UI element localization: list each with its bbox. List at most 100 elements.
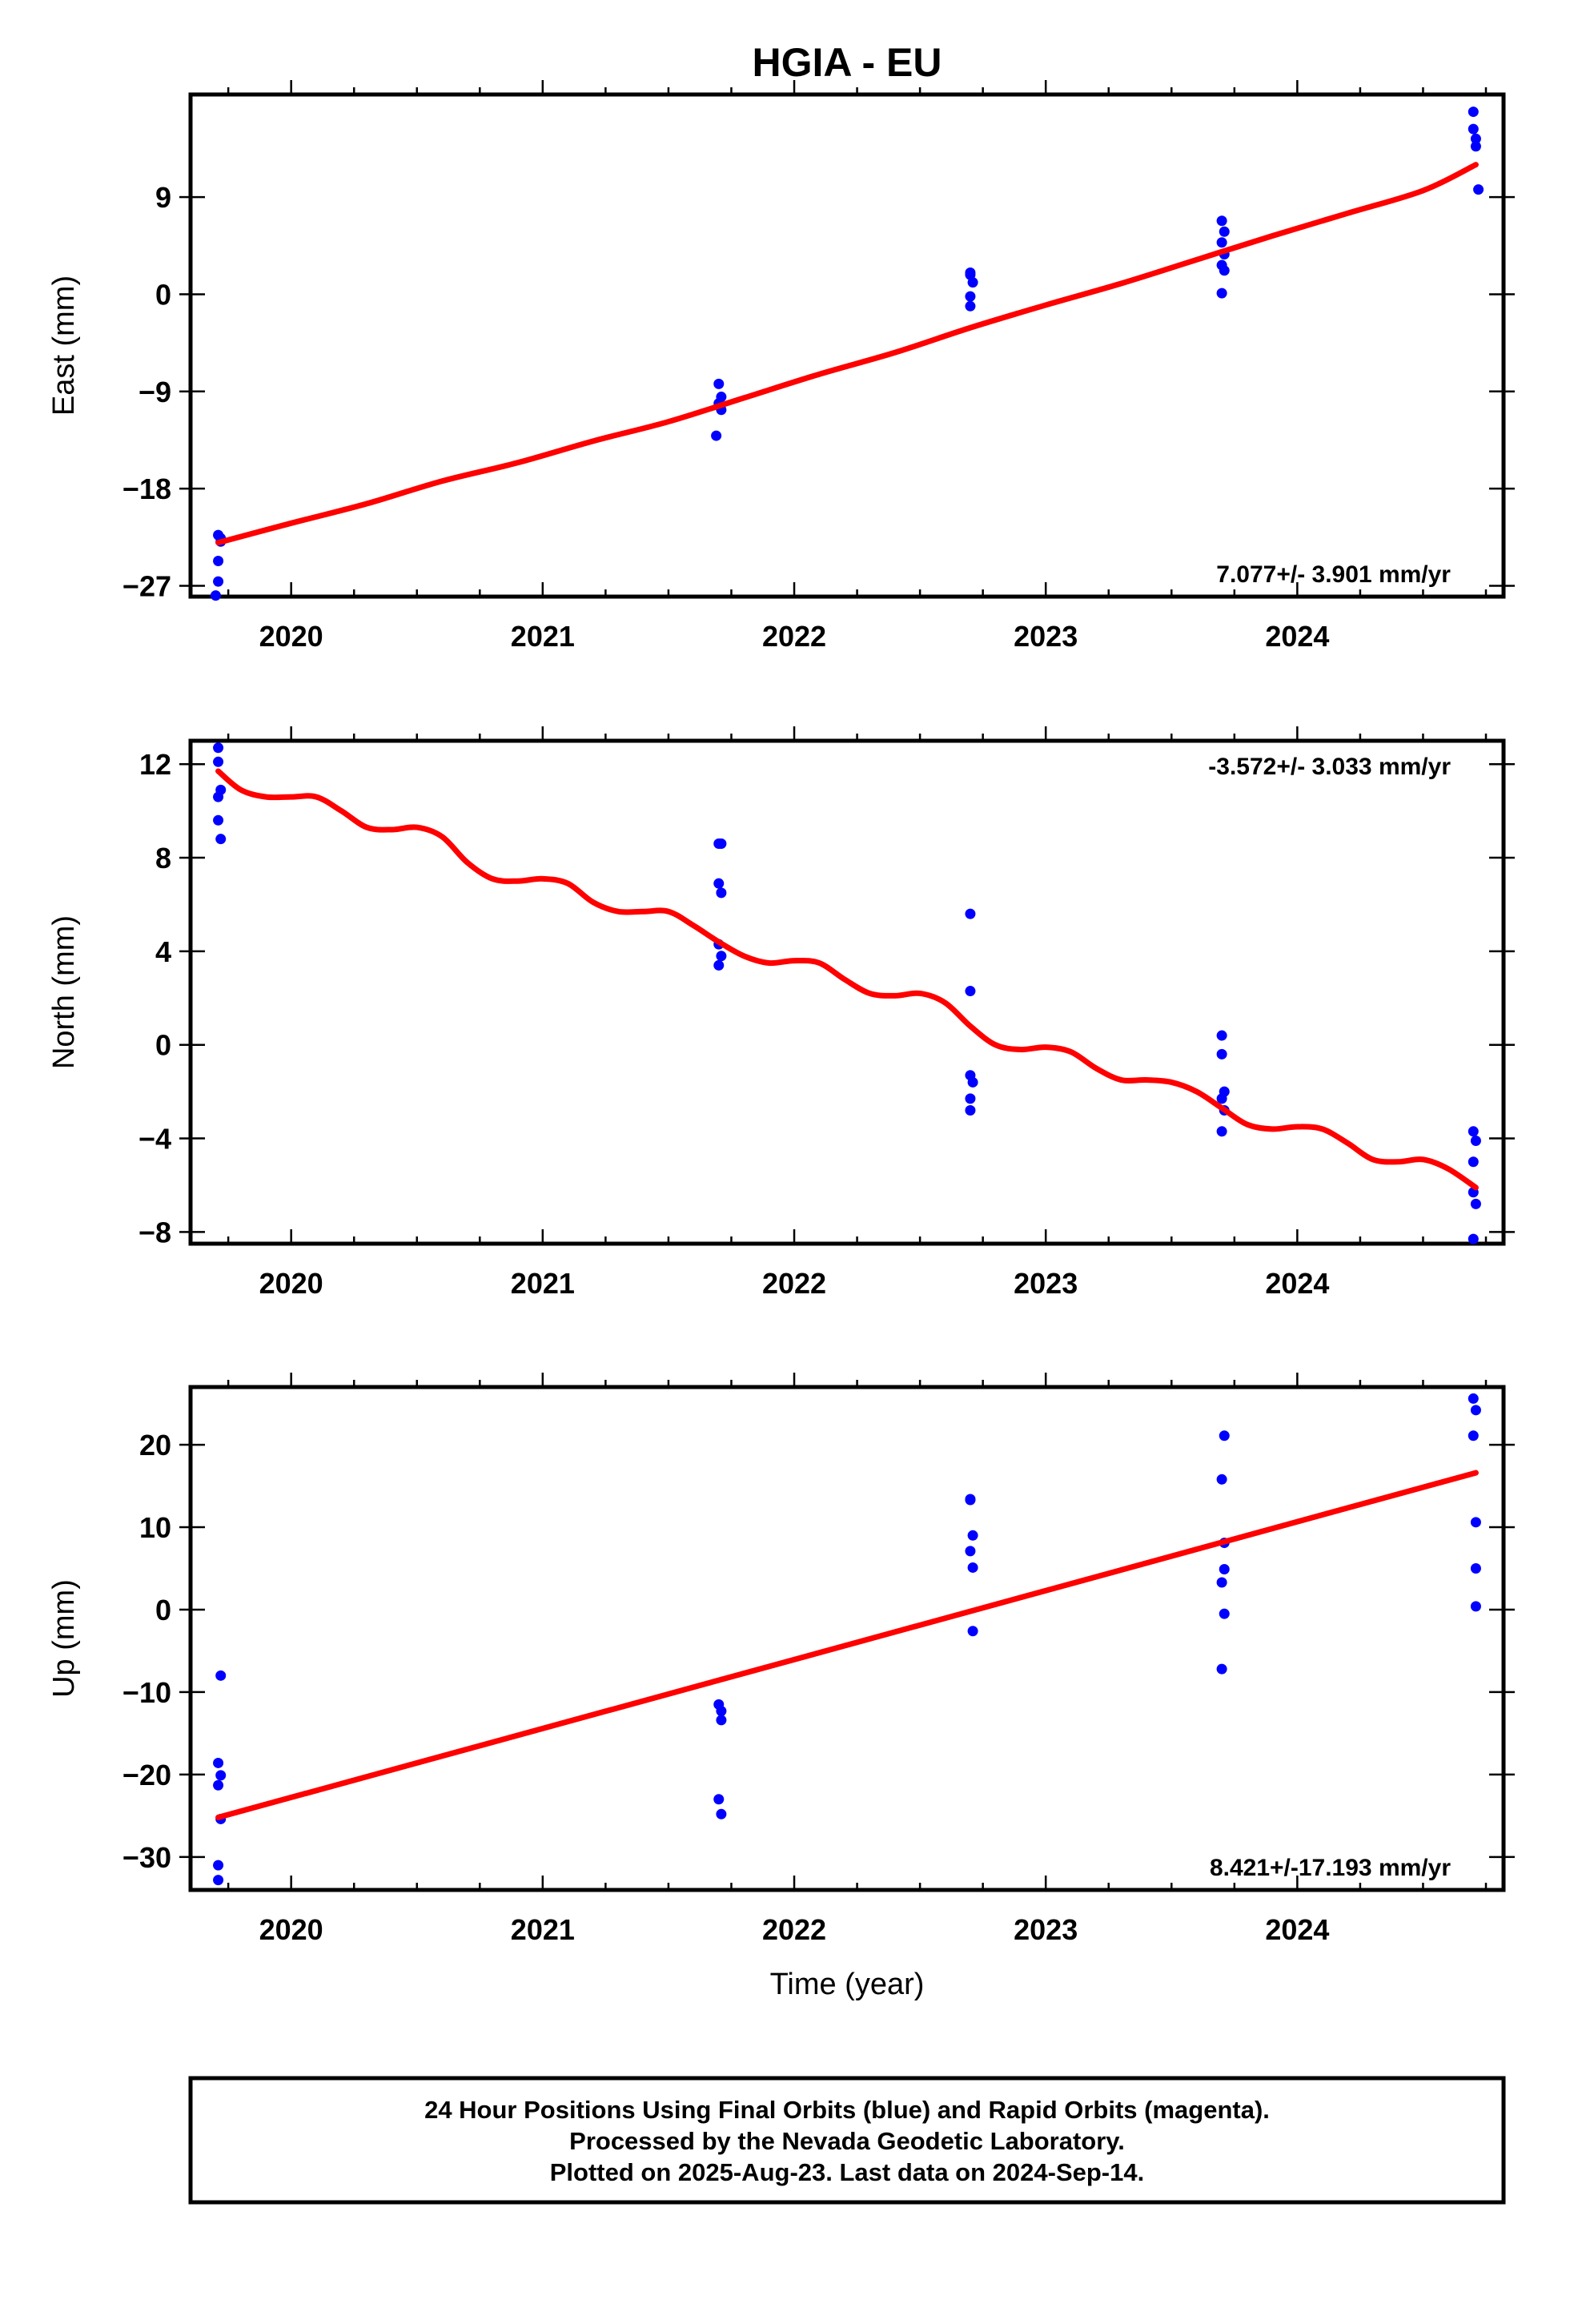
up-data-point bbox=[213, 1860, 224, 1871]
east-x-tick-label: 2024 bbox=[1265, 620, 1329, 653]
up-data-point bbox=[215, 1670, 227, 1681]
east-data-point bbox=[1216, 237, 1227, 248]
up-data-point bbox=[965, 1546, 976, 1557]
north-y-tick-label: −8 bbox=[139, 1216, 171, 1248]
up-frame bbox=[188, 1385, 1506, 1892]
east-data-point bbox=[967, 277, 978, 288]
east-data-point bbox=[1468, 123, 1479, 135]
up-x-tick-label: 2022 bbox=[762, 1913, 826, 1946]
north-data-point bbox=[1216, 1048, 1227, 1059]
up-data-point bbox=[1468, 1430, 1479, 1441]
east-data-point bbox=[1216, 215, 1227, 227]
up-x-tick-label: 2024 bbox=[1265, 1913, 1329, 1946]
north-x-tick-label: 2023 bbox=[1014, 1267, 1078, 1300]
east-y-axis-label: East (mm) bbox=[47, 275, 81, 416]
north-data-point bbox=[213, 791, 224, 802]
up-data-point bbox=[213, 1779, 224, 1791]
north-data-point bbox=[1470, 1135, 1481, 1146]
north-data-point bbox=[965, 1093, 976, 1104]
north-data-point bbox=[213, 814, 224, 826]
footer-box: 24 Hour Positions Using Final Orbits (bl… bbox=[188, 2076, 1506, 2205]
east-data-point bbox=[1219, 265, 1230, 276]
up-x-tick-label: 2021 bbox=[511, 1913, 575, 1946]
east-data-point bbox=[1470, 133, 1481, 144]
east-x-tick-label: 2021 bbox=[511, 620, 575, 653]
north-data-point bbox=[1216, 1126, 1227, 1137]
up-y-axis-label: Up (mm) bbox=[47, 1579, 81, 1698]
east-frame bbox=[188, 92, 1506, 599]
north-panel: 2020 2021 2022 2023 2024 −8 −4 0 4 8 12 North (mm) -… bbox=[47, 726, 1515, 1300]
north-data-point bbox=[716, 951, 727, 962]
north-y-tick-label: 8 bbox=[155, 842, 171, 875]
north-x-tick-label: 2020 bbox=[259, 1267, 323, 1300]
east-data-point bbox=[213, 576, 224, 587]
east-data-point bbox=[210, 590, 221, 601]
east-data-point bbox=[713, 378, 725, 389]
north-data-point bbox=[1468, 1156, 1479, 1168]
up-data-point bbox=[215, 1770, 227, 1781]
north-data-point bbox=[716, 887, 727, 899]
east-x-tick-label: 2020 bbox=[259, 620, 323, 653]
east-fit-line bbox=[215, 162, 1479, 546]
north-rate-label: -3.572+/- 3.033 mm/yr bbox=[1208, 754, 1451, 780]
north-data-point bbox=[213, 742, 224, 754]
north-y-tick-label: 0 bbox=[155, 1029, 171, 1062]
up-data-point bbox=[716, 1808, 727, 1819]
north-data-point bbox=[1468, 1126, 1479, 1137]
up-data-point bbox=[965, 1494, 976, 1505]
north-y-tick-label: −4 bbox=[139, 1123, 171, 1156]
north-data-point bbox=[215, 834, 227, 845]
up-data-point bbox=[1470, 1601, 1481, 1612]
up-data-point bbox=[1219, 1608, 1230, 1619]
up-data-point bbox=[1216, 1577, 1227, 1588]
up-y-tick-label: −30 bbox=[122, 1841, 171, 1874]
up-data-point bbox=[716, 1706, 727, 1717]
up-y-tick-label: 10 bbox=[139, 1511, 171, 1544]
up-data-point bbox=[716, 1715, 727, 1726]
north-data-point bbox=[713, 878, 725, 889]
north-x-tick-label: 2021 bbox=[511, 1267, 575, 1300]
north-y-axis-label: North (mm) bbox=[47, 915, 81, 1069]
footer-line-1: 24 Hour Positions Using Final Orbits (bl… bbox=[424, 2096, 1270, 2124]
north-data-point bbox=[965, 908, 976, 919]
north-x-tick-label: 2022 bbox=[762, 1267, 826, 1300]
north-data-point bbox=[965, 986, 976, 997]
east-data-point bbox=[965, 267, 976, 278]
east-data-point bbox=[1473, 184, 1484, 195]
up-x-tick-label: 2020 bbox=[259, 1913, 323, 1946]
east-y-tick-label: −9 bbox=[139, 376, 171, 408]
east-x-tick-label: 2022 bbox=[762, 620, 826, 653]
up-fit-line bbox=[215, 1470, 1479, 1820]
up-data-point bbox=[967, 1626, 978, 1637]
up-data-point bbox=[1470, 1405, 1481, 1416]
up-data-point bbox=[1219, 1564, 1230, 1575]
up-data-point bbox=[1219, 1430, 1230, 1441]
east-data-point bbox=[213, 556, 224, 567]
up-data-point bbox=[1470, 1562, 1481, 1574]
north-data-point bbox=[1216, 1093, 1227, 1104]
up-data-point bbox=[1468, 1393, 1479, 1404]
north-x-tick-label: 2024 bbox=[1265, 1267, 1329, 1300]
north-data-point bbox=[965, 1105, 976, 1116]
up-y-tick-label: −20 bbox=[122, 1759, 171, 1791]
east-y-tick-label: −18 bbox=[122, 472, 171, 505]
up-x-axis-label: Time (year) bbox=[770, 1968, 925, 2001]
east-data-point bbox=[965, 291, 976, 302]
north-data-point bbox=[716, 838, 727, 850]
east-x-tick-label: 2023 bbox=[1014, 620, 1078, 653]
up-y-tick-label: 0 bbox=[155, 1594, 171, 1626]
north-data-point bbox=[713, 959, 725, 971]
up-y-tick-label: −10 bbox=[122, 1676, 171, 1709]
east-data-point bbox=[1470, 141, 1481, 152]
footer-line-3: Plotted on 2025-Aug-23. Last data on 202… bbox=[550, 2158, 1144, 2186]
north-data-point bbox=[1468, 1233, 1479, 1244]
north-frame bbox=[188, 738, 1506, 1246]
east-rate-label: 7.077+/- 3.901 mm/yr bbox=[1216, 561, 1451, 588]
north-data-point bbox=[213, 756, 224, 767]
up-data-point bbox=[967, 1562, 978, 1573]
up-data-point bbox=[713, 1794, 725, 1805]
east-y-tick-label: 9 bbox=[155, 181, 171, 214]
up-panel: 2020 2021 2022 2023 2024 −30 −20 −10 0 10 20 Up (mm… bbox=[47, 1373, 1515, 2001]
east-panel: 2020 2021 2022 2023 2024 −27 −18 −9 0 9 East (mm) 7… bbox=[47, 80, 1515, 653]
